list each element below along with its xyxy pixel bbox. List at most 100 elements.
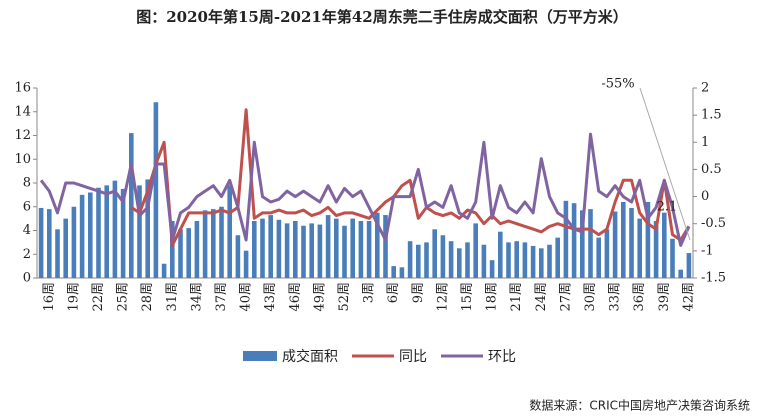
x-tick-label: 49周: [312, 282, 327, 312]
x-tick-label: 40周: [239, 282, 254, 312]
bar: [334, 218, 339, 278]
bar: [71, 206, 77, 278]
x-tick-label: 19周: [66, 282, 81, 312]
bar: [432, 229, 437, 278]
bar: [489, 260, 495, 278]
bar: [366, 221, 372, 278]
bar: [621, 202, 626, 278]
x-tick-label: 18周: [485, 282, 500, 312]
bar: [293, 221, 298, 278]
y-tick-label: 16: [14, 81, 31, 96]
x-tick-label: 24周: [534, 282, 549, 312]
x-tick-label: 33周: [608, 282, 623, 312]
bar: [440, 235, 446, 278]
bar: [588, 209, 593, 278]
y2-tick-label: 1: [701, 135, 709, 150]
x-tick-label: 16周: [42, 282, 57, 312]
bar: [596, 237, 601, 278]
bar: [79, 194, 85, 278]
x-tick-label: 46周: [288, 282, 303, 312]
x-tick-label: 27周: [558, 282, 573, 312]
bar: [555, 237, 560, 278]
y-tick-label: 12: [14, 128, 31, 143]
x-tick-label: 43周: [263, 282, 278, 312]
x-tick-label: 25周: [116, 282, 131, 312]
annotation: 2.1: [657, 200, 678, 215]
bar: [301, 225, 306, 278]
bar: [571, 203, 577, 278]
bar: [153, 102, 159, 278]
y2-tick-label: -1.5: [701, 271, 726, 286]
bar: [178, 229, 183, 278]
y2-tick-label: -1: [701, 243, 714, 258]
x-tick-label: 3周: [362, 282, 377, 303]
bar: [481, 244, 487, 278]
bar: [416, 244, 421, 278]
bar: [268, 215, 273, 278]
y2-tick-label: -0.5: [701, 216, 726, 231]
y-tick-label: 8: [23, 176, 31, 191]
bar: [88, 192, 93, 278]
bar: [309, 223, 314, 278]
bar: [47, 209, 52, 278]
bar: [457, 248, 462, 278]
bar: [276, 219, 282, 278]
line: [39, 132, 691, 247]
y-tick-label: 4: [23, 223, 31, 238]
bar: [55, 229, 60, 278]
x-tick-label: 15周: [460, 282, 475, 312]
y-tick-label: 10: [14, 152, 31, 167]
bar: [645, 202, 651, 278]
bar: [235, 235, 241, 278]
y-tick-label: 0: [23, 271, 31, 286]
y2-tick-label: 0: [701, 189, 709, 204]
bar: [252, 221, 257, 278]
chart-title: 图：2020年第15周-2021年第42周东莞二手住房成交面积（万平方米）: [136, 8, 627, 26]
bar: [399, 267, 405, 278]
bar: [284, 223, 290, 278]
bar: [629, 207, 634, 278]
bar: [260, 218, 265, 278]
bar: [227, 185, 232, 278]
bar: [63, 218, 68, 278]
legend-swatch: [243, 351, 277, 361]
x-tick-label: 6周: [386, 282, 401, 303]
x-tick-label: 12周: [435, 282, 450, 312]
bar: [448, 241, 454, 278]
bar: [563, 200, 569, 278]
bar: [325, 215, 331, 278]
bar: [129, 133, 134, 278]
x-tick-label: 30周: [583, 282, 598, 312]
legend-label: 成交面积: [282, 348, 338, 365]
y-tick-label: 14: [14, 104, 31, 119]
bar: [137, 185, 142, 278]
bar: [612, 211, 618, 278]
bar: [342, 225, 347, 278]
bar: [473, 223, 478, 278]
bar: [407, 241, 413, 278]
bar: [547, 244, 552, 278]
legend-label: 同比: [399, 349, 427, 365]
bar: [662, 212, 667, 278]
x-tick-label: 31周: [165, 282, 180, 312]
x-tick-label: 37周: [214, 282, 229, 312]
bar: [194, 221, 200, 278]
y2-tick-label: 2: [701, 81, 709, 96]
bar: [637, 218, 642, 278]
bar: [383, 215, 388, 278]
bar: [161, 263, 167, 278]
bar: [686, 253, 692, 278]
bar: [539, 248, 544, 278]
bar: [580, 210, 585, 278]
x-tick-label: 21周: [509, 282, 524, 312]
x-tick-label: 9周: [411, 282, 426, 303]
annotation: -55%: [601, 77, 634, 92]
bar: [350, 218, 355, 278]
y2-tick-label: 1.5: [701, 108, 722, 123]
bar: [145, 179, 150, 278]
bar: [96, 187, 101, 278]
bar: [604, 229, 610, 278]
y2-tick-label: 0.5: [701, 162, 722, 177]
